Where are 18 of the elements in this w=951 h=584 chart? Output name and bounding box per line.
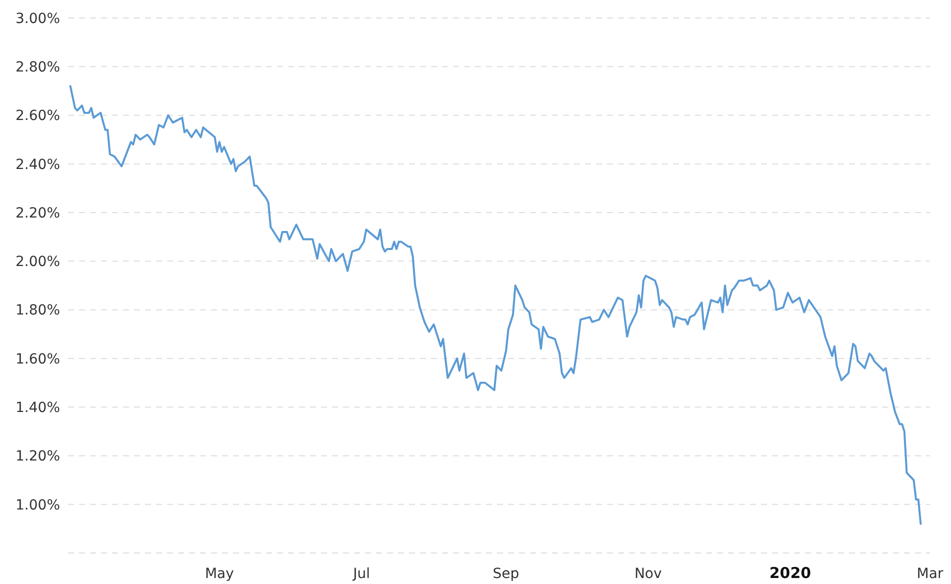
x-tick-label: Mar [916, 566, 944, 582]
x-tick-label: Jul [352, 566, 370, 582]
y-tick-label: 1.80% [16, 302, 60, 319]
y-tick-label: 2.00% [16, 254, 60, 270]
x-tick-label: May [204, 566, 234, 582]
line-series [69, 85, 922, 525]
x-tick-label: Nov [634, 566, 662, 582]
y-tick-label: 2.80% [16, 60, 60, 76]
y-tick-label: 1.60% [16, 351, 60, 368]
y-tick-label: 1.20% [16, 448, 60, 465]
x-tick-label: Sep [492, 566, 520, 582]
y-tick-label: 1.40% [16, 400, 60, 416]
y-tick-label: 2.20% [16, 205, 60, 222]
y-tick-label: 1.00% [16, 497, 60, 514]
y-tick-label: 3.00% [16, 10, 60, 27]
y-tick-label: 2.40% [16, 156, 60, 173]
y-tick-label: 2.60% [16, 108, 60, 124]
x-tick-label: 2020 [769, 564, 812, 582]
